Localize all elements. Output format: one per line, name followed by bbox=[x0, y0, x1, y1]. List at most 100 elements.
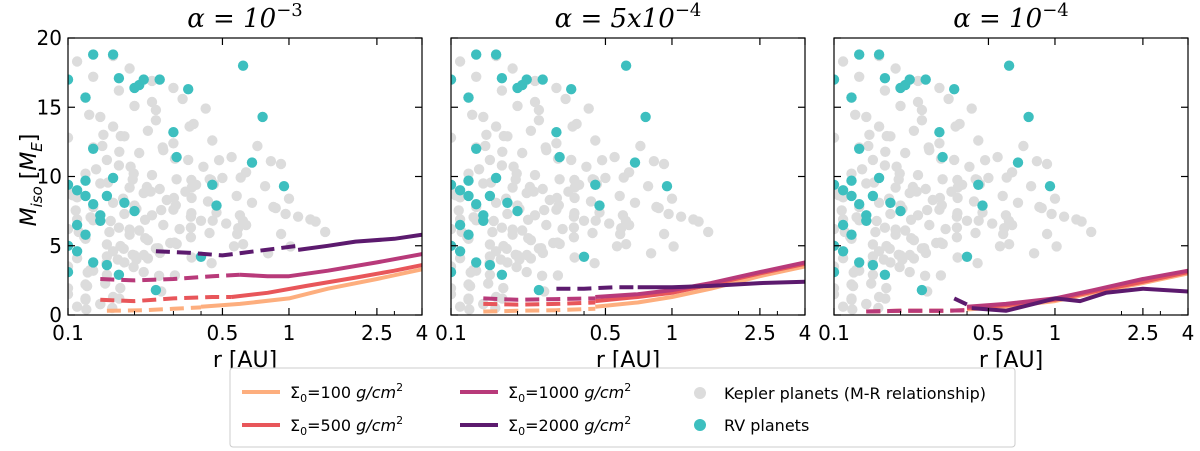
kepler-point bbox=[207, 135, 218, 146]
kepler-point bbox=[834, 223, 840, 235]
rv-point bbox=[854, 143, 865, 154]
kepler-point bbox=[490, 197, 502, 208]
x-tick-label: 0.1 bbox=[818, 321, 850, 345]
series-s2000-solid bbox=[297, 232, 422, 252]
kepler-point bbox=[537, 183, 548, 195]
kepler-point bbox=[478, 111, 489, 123]
kepler-point bbox=[867, 154, 879, 166]
kepler-point bbox=[920, 183, 931, 195]
series-s500-solid bbox=[231, 263, 422, 299]
kepler-point bbox=[186, 192, 197, 204]
kepler-point bbox=[703, 226, 714, 238]
legend-label-kepler: Kepler planets (M-R relationship) bbox=[724, 384, 986, 403]
kepler-point bbox=[463, 293, 474, 304]
kepler-point bbox=[847, 304, 858, 315]
kepler-point bbox=[213, 155, 225, 166]
rv-point bbox=[867, 190, 879, 202]
kepler-point bbox=[997, 190, 1008, 202]
kepler-point bbox=[183, 154, 194, 166]
rv-point bbox=[484, 259, 496, 271]
series-s1000-dashed bbox=[100, 272, 241, 283]
kepler-point bbox=[195, 215, 207, 226]
legend-label-rv: RV planets bbox=[724, 416, 809, 435]
kepler-point bbox=[916, 115, 928, 126]
kepler-point bbox=[935, 270, 947, 281]
kepler-point bbox=[893, 174, 904, 185]
kepler-point bbox=[98, 129, 109, 140]
kepler-point bbox=[158, 219, 169, 231]
rv-point bbox=[551, 127, 562, 138]
kepler-point bbox=[934, 138, 945, 149]
kepler-point bbox=[498, 282, 509, 294]
rv-point bbox=[512, 205, 523, 217]
rv-point bbox=[471, 199, 482, 210]
kepler-point bbox=[484, 251, 496, 262]
kepler-point bbox=[283, 193, 295, 204]
kepler-point bbox=[252, 140, 263, 152]
rv-point bbox=[590, 179, 601, 190]
rv-point bbox=[854, 199, 865, 210]
rv-point bbox=[237, 60, 249, 71]
kepler-point bbox=[270, 202, 281, 214]
kepler-point bbox=[604, 218, 615, 229]
legend-label-s100: Σ0=100 g/cm2 bbox=[290, 381, 403, 405]
kepler-point bbox=[569, 182, 580, 193]
kepler-point bbox=[552, 270, 564, 281]
rv-point bbox=[846, 229, 857, 240]
kepler-point bbox=[1076, 216, 1087, 227]
kepler-point bbox=[879, 222, 891, 233]
kepler-point bbox=[1086, 226, 1097, 238]
kepler-point bbox=[207, 215, 218, 226]
kepler-point bbox=[124, 182, 135, 193]
rv-point bbox=[961, 251, 973, 262]
rv-point bbox=[885, 197, 896, 208]
y-axis-title: Miso [ME] bbox=[17, 134, 46, 227]
rv-point bbox=[834, 266, 840, 278]
legend: Σ0=100 g/cm2 Σ0=500 g/cm2 Σ0=1000 g/cm2 … bbox=[229, 367, 1016, 448]
kepler-point bbox=[529, 75, 541, 87]
kepler-point bbox=[146, 75, 158, 87]
kepler-point bbox=[127, 249, 138, 260]
kepler-point bbox=[834, 283, 840, 294]
kepler-point bbox=[645, 248, 657, 259]
kepler-point bbox=[113, 222, 125, 233]
legend-label-s2000: Σ0=2000 g/cm2 bbox=[508, 414, 631, 438]
kepler-point bbox=[138, 249, 150, 261]
kepler-point bbox=[881, 240, 892, 252]
kepler-point bbox=[1051, 241, 1062, 252]
rv-point bbox=[454, 185, 466, 196]
kepler-point bbox=[600, 172, 611, 184]
series-s100-solid bbox=[595, 264, 805, 309]
kepler-point bbox=[70, 205, 81, 216]
kepler-point bbox=[885, 208, 896, 220]
kepler-point bbox=[539, 204, 550, 216]
kepler-point bbox=[905, 214, 917, 225]
kepler-point bbox=[908, 125, 920, 136]
kepler-point bbox=[837, 301, 849, 312]
kepler-point bbox=[950, 121, 961, 132]
series-s2000-solid bbox=[971, 286, 1188, 313]
kepler-point bbox=[169, 237, 180, 248]
kepler-point bbox=[174, 223, 185, 235]
x-tick-label: 4 bbox=[416, 321, 429, 345]
kepler-point bbox=[185, 232, 197, 243]
kepler-point bbox=[497, 146, 508, 157]
kepler-point bbox=[983, 172, 994, 184]
kepler-point bbox=[642, 181, 654, 192]
kepler-point bbox=[952, 208, 963, 219]
rv-point bbox=[88, 199, 99, 210]
kepler-point bbox=[498, 240, 509, 252]
kepler-point bbox=[107, 121, 119, 132]
kepler-point bbox=[961, 215, 973, 226]
kepler-point bbox=[139, 214, 151, 225]
kepler-point bbox=[454, 56, 466, 67]
kepler-point bbox=[533, 115, 545, 126]
kepler-point bbox=[508, 161, 519, 172]
kepler-point bbox=[507, 63, 518, 74]
kepler-point bbox=[972, 258, 983, 269]
kepler-point bbox=[292, 211, 304, 222]
kepler-point bbox=[968, 196, 980, 207]
rv-point bbox=[640, 111, 651, 123]
series-s1000-solid bbox=[966, 268, 1188, 309]
kepler-point bbox=[568, 232, 580, 243]
